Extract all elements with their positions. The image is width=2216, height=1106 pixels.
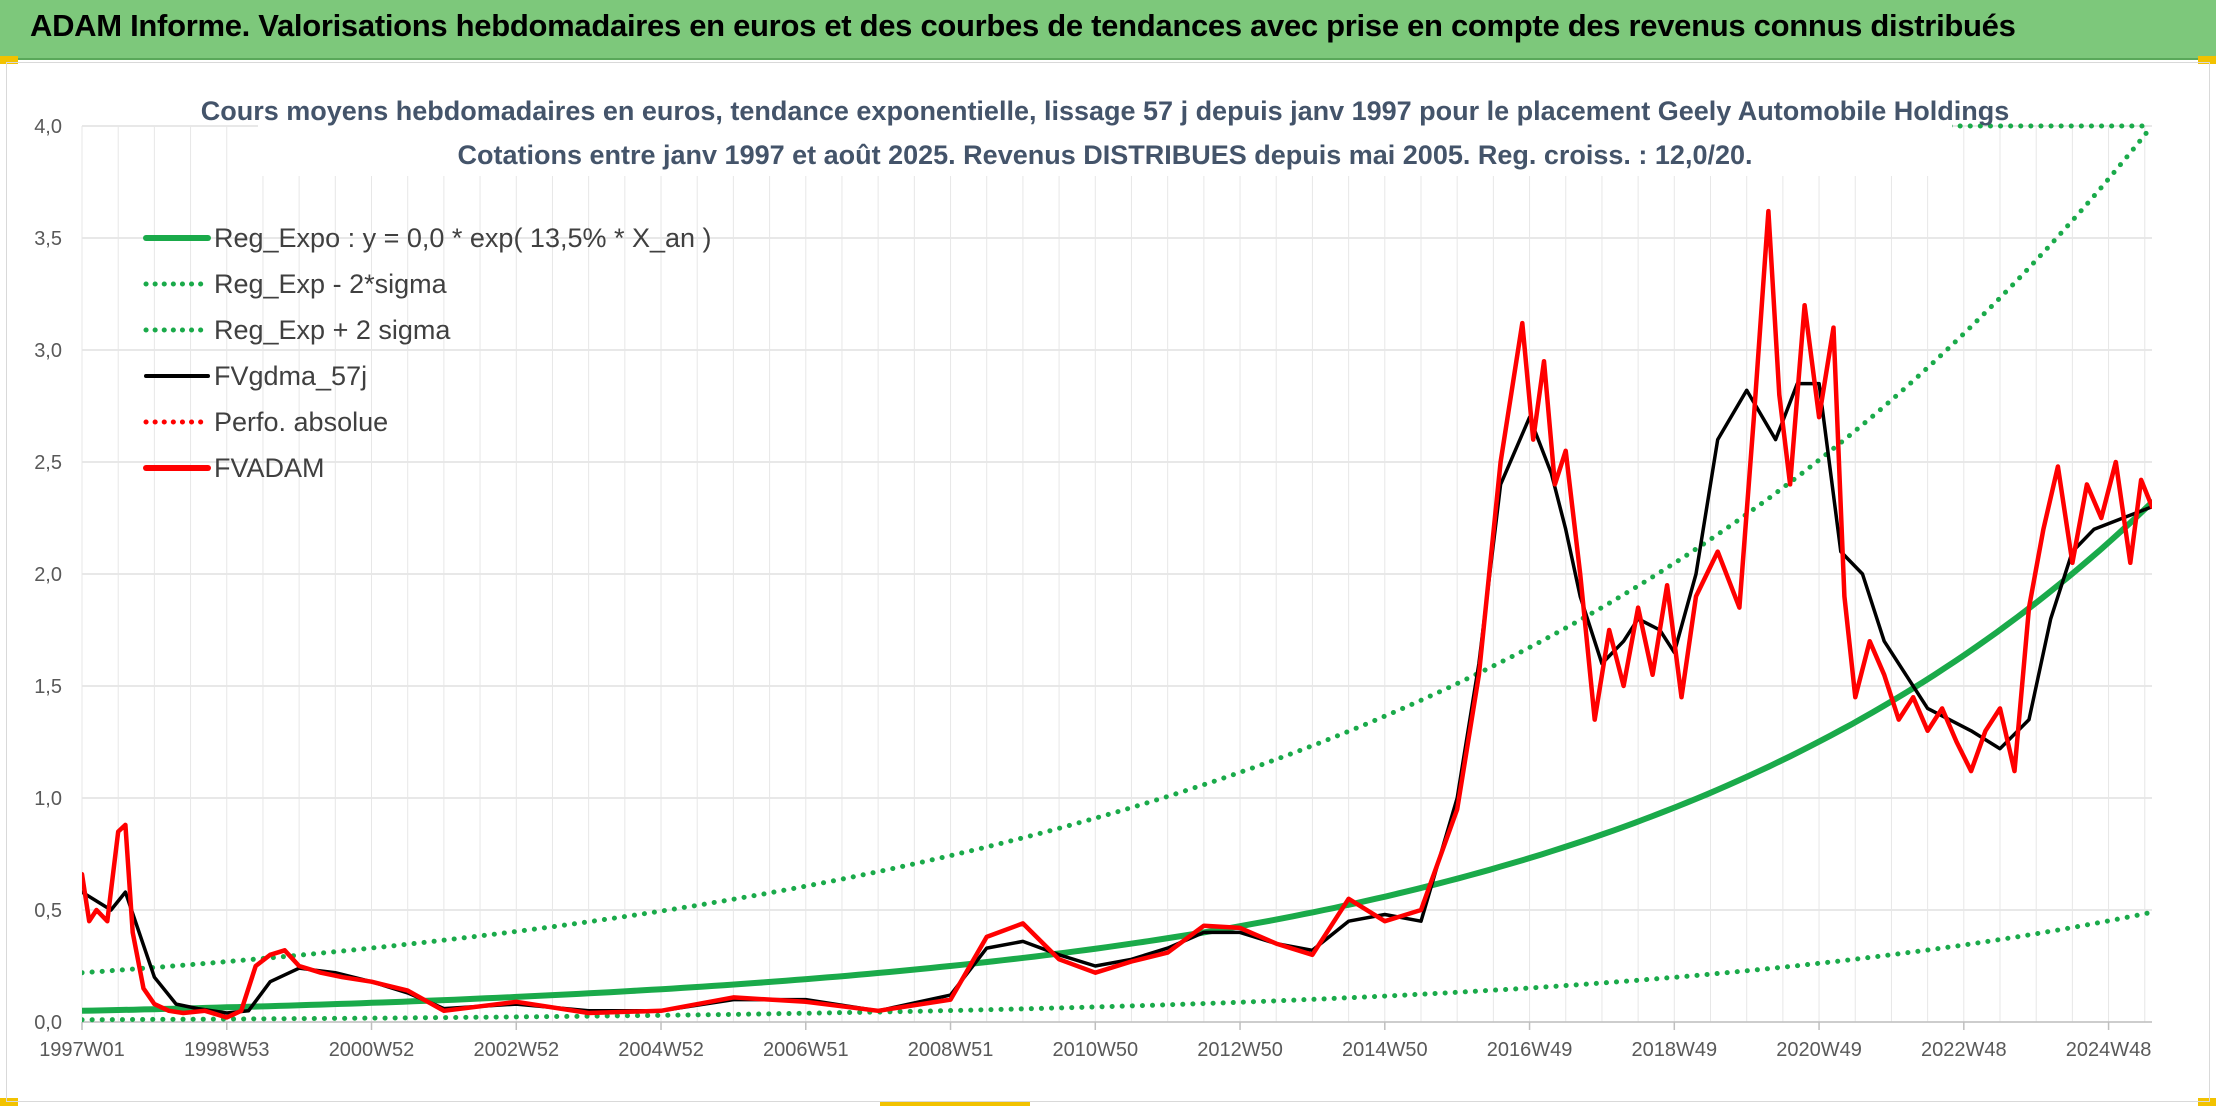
x-tick-label: 2016W49	[1487, 1039, 1573, 1061]
y-tick-label: 3,5	[34, 228, 62, 250]
x-tick-label: 2020W49	[1776, 1039, 1862, 1061]
corner-marker	[2198, 56, 2216, 64]
plot-area	[82, 123, 2152, 1023]
legend-label: Reg_Exp - 2*sigma	[214, 269, 448, 299]
legend: Reg_Expo : y = 0,0 * exp( 13,5% * X_an )…	[143, 223, 712, 483]
x-tick-label: 2012W50	[1197, 1039, 1283, 1061]
x-tick-label: 2024W48	[2066, 1039, 2152, 1061]
series-line-1	[82, 909, 2152, 1023]
corner-marker	[0, 56, 18, 64]
corner-marker	[2198, 1098, 2216, 1106]
series-line-2	[82, 123, 2152, 976]
y-tick-label: 0,5	[34, 900, 62, 922]
x-tick-label: 1998W53	[184, 1039, 270, 1061]
series-line-5	[82, 208, 2152, 1020]
x-tick-label: 1997W01	[39, 1039, 125, 1061]
chart-title: Cours moyens hebdomadaires en euros, ten…	[201, 96, 2010, 126]
y-tick-label: 2,5	[34, 452, 62, 474]
legend-label: Perfo. absolue	[214, 407, 388, 437]
legend-label: Reg_Expo : y = 0,0 * exp( 13,5% * X_an )	[214, 223, 712, 253]
page-title: ADAM Informe. Valorisations hebdomadaire…	[30, 8, 2016, 43]
x-tick-label: 2000W52	[329, 1039, 415, 1061]
y-tick-label: 1,5	[34, 676, 62, 698]
title-background	[258, 96, 1952, 176]
chart-subtitle: Cotations entre janv 1997 et août 2025. …	[458, 140, 1753, 170]
header-banner: ADAM Informe. Valorisations hebdomadaire…	[0, 0, 2216, 60]
x-tick-label: 2006W51	[763, 1039, 849, 1061]
legend-label: FVADAM	[214, 453, 325, 483]
y-tick-label: 3,0	[34, 340, 62, 362]
x-axis: 1997W01 1998W53 2000W52 2002W52 2004W52 2006W…	[39, 1022, 2151, 1061]
series-group	[82, 123, 2152, 1023]
chart-frame	[6, 62, 2210, 1102]
y-axis: 0,0 0,5 1,0 1,5 2,0 2,5 3,0 3,5 4,0	[34, 116, 62, 1034]
x-tick-label: 2004W52	[618, 1039, 704, 1061]
y-tick-label: 0,0	[34, 1012, 62, 1034]
x-tick-label: 2018W49	[1631, 1039, 1717, 1061]
x-tick-label: 2014W50	[1342, 1039, 1428, 1061]
y-tick-label: 2,0	[34, 564, 62, 586]
x-tick-label: 2022W48	[1921, 1039, 2007, 1061]
y-tick-label: 1,0	[34, 788, 62, 810]
y-tick-label: 4,0	[34, 116, 62, 138]
x-tick-label: 2002W52	[473, 1039, 559, 1061]
grid-lines	[81, 125, 2152, 1023]
legend-label: Reg_Exp + 2 sigma	[214, 315, 451, 345]
corner-marker	[0, 1098, 18, 1106]
corner-marker	[880, 1102, 1030, 1106]
legend-label: FVgdma_57j	[214, 361, 367, 391]
x-tick-label: 2010W50	[1052, 1039, 1138, 1061]
x-tick-label: 2008W51	[908, 1039, 994, 1061]
